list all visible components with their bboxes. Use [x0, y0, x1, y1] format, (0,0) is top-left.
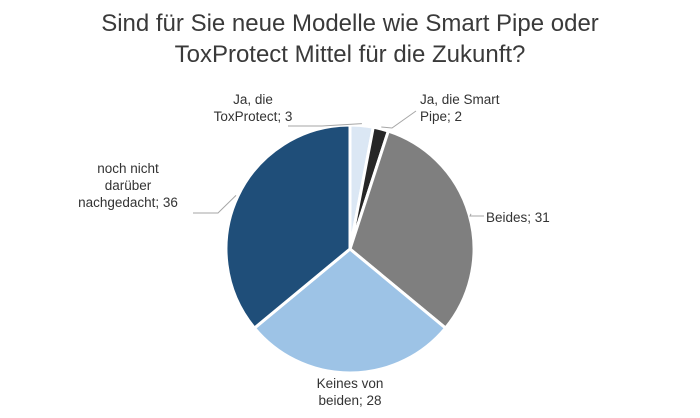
slice-keines-von-beiden	[252, 247, 448, 375]
chart-title-line-2: ToxProtect Mittel für die Zukunft?	[174, 41, 526, 68]
leader-line	[193, 195, 237, 214]
chart-title: Sind für Sie neue Modelle wie Smart Pipe…	[0, 8, 700, 70]
slice-label-ja-toxprotect: Ja, die ToxProtect; 3	[213, 92, 293, 124]
slice-label-ja-smart-pipe: Ja, die Smart Pipe; 2	[420, 92, 500, 124]
leader-line	[381, 110, 417, 129]
chart-title-line-1: Sind für Sie neue Modelle wie Smart Pipe…	[101, 10, 599, 37]
slice-label-noch-nicht-nachgedacht: noch nicht darüber nachgedacht; 36	[78, 161, 178, 210]
slice-beides	[348, 129, 476, 330]
leader-line	[288, 123, 362, 127]
slice-label-keines-von-beiden: Keines von beiden; 28	[316, 376, 384, 408]
leader-line	[469, 213, 484, 217]
slice-label-beides: Beides; 31	[486, 210, 550, 225]
slice-noch-nicht-nachgedacht	[224, 123, 352, 330]
